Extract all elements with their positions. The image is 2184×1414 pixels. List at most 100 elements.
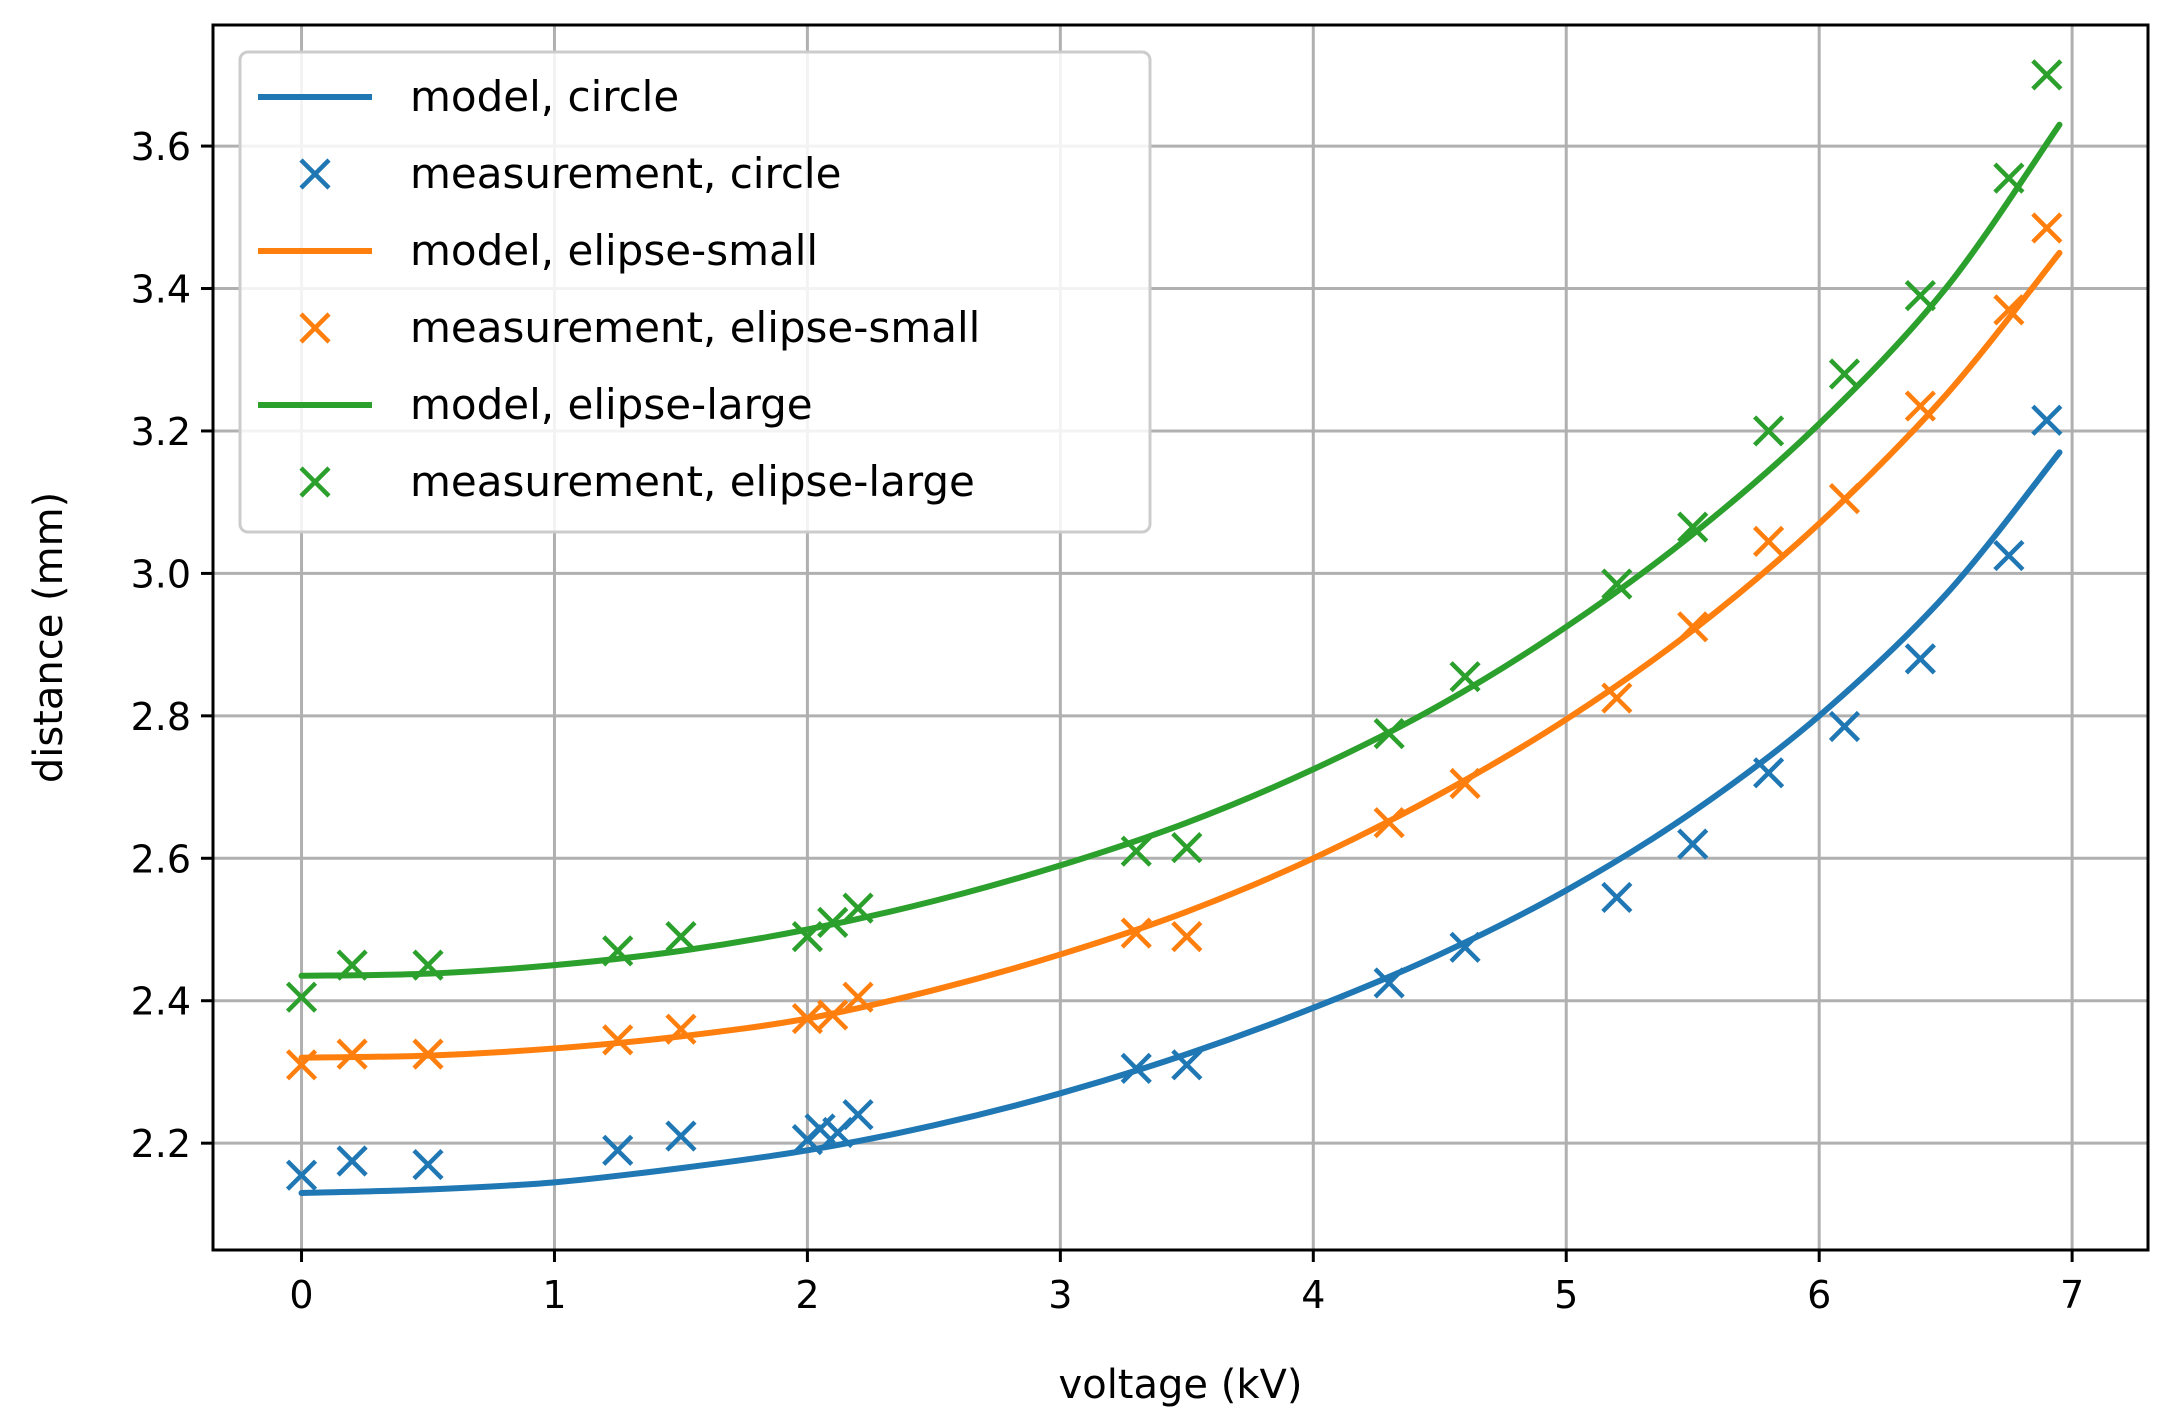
data-point-measurement-circle-stroke-b xyxy=(1373,967,1405,999)
data-point-measurement-elipse-large-stroke-b xyxy=(842,892,874,924)
data-point-measurement-circle-stroke-b xyxy=(1828,710,1861,743)
data-point-measurement-elipse-large-stroke-b xyxy=(1171,832,1203,864)
y-tick-label: 3.2 xyxy=(131,410,191,454)
legend-marker-swatch-stroke-b xyxy=(299,466,331,498)
y-tick-label: 2.6 xyxy=(131,837,191,881)
data-point-measurement-elipse-small xyxy=(1828,483,1861,515)
data-point-measurement-circle-stroke-b xyxy=(1171,1049,1203,1081)
data-point-measurement-circle xyxy=(412,1148,444,1181)
data-point-measurement-elipse-large-stroke-b xyxy=(285,981,318,1013)
data-point-measurement-circle xyxy=(1449,931,1481,963)
x-axis-label: voltage (kV) xyxy=(1059,1362,1303,1408)
axes-frame xyxy=(211,23,2150,1252)
data-point-measurement-elipse-small-stroke-b xyxy=(665,1013,697,1045)
data-point-measurement-elipse-large-stroke-b xyxy=(1677,511,1709,543)
legend-marker-swatch-stroke-b xyxy=(299,158,331,190)
data-point-measurement-circle xyxy=(1677,828,1709,860)
data-point-measurement-circle xyxy=(1120,1052,1152,1084)
data-point-measurement-elipse-small-stroke-b xyxy=(842,981,874,1013)
data-point-measurement-circle xyxy=(1373,967,1405,999)
data-point-measurement-circle-stroke-b xyxy=(665,1120,697,1152)
data-point-measurement-elipse-large xyxy=(602,935,634,967)
data-point-measurement-elipse-small-stroke-b xyxy=(1904,390,1936,422)
data-point-measurement-elipse-large-stroke-b xyxy=(665,921,697,953)
data-point-measurement-circle-stroke-b xyxy=(412,1148,444,1181)
data-point-measurement-elipse-large-stroke-b xyxy=(1752,415,1785,447)
legend-label: model, circle xyxy=(410,72,679,121)
legend-item-measurement-elipse-small: measurement, elipse-small xyxy=(299,303,980,352)
data-point-measurement-elipse-large-stroke-b xyxy=(2031,59,2063,91)
legend-item-model-elipse-large: model, elipse-large xyxy=(258,380,813,429)
data-point-measurement-elipse-large xyxy=(817,906,849,938)
data-point-measurement-circle-stroke-b xyxy=(1601,881,1633,914)
legend-label: model, elipse-large xyxy=(410,380,813,429)
data-point-measurement-circle-stroke-b xyxy=(1449,931,1481,963)
y-tick-label: 3.6 xyxy=(131,125,191,169)
data-point-measurement-circle-stroke-b xyxy=(1120,1052,1152,1084)
data-point-measurement-elipse-small xyxy=(842,981,874,1013)
y-tick-label: 3.4 xyxy=(131,268,191,312)
y-tick-label: 2.8 xyxy=(131,695,191,739)
legend-label: measurement, elipse-small xyxy=(410,303,980,352)
series-measurement-circle xyxy=(285,404,2063,1191)
data-point-measurement-elipse-large-stroke-b xyxy=(1601,568,1633,600)
y-tick-label: 3.0 xyxy=(131,552,191,596)
legend-label: measurement, elipse-large xyxy=(410,457,975,506)
data-point-measurement-elipse-small xyxy=(1449,767,1481,800)
legend-item-model-circle: model, circle xyxy=(258,72,679,121)
data-point-measurement-elipse-small xyxy=(1677,611,1709,643)
data-point-measurement-elipse-small xyxy=(665,1013,697,1045)
x-tick-label: 4 xyxy=(1301,1273,1325,1317)
data-point-measurement-elipse-large xyxy=(1601,568,1633,600)
x-tick-label: 5 xyxy=(1554,1273,1578,1317)
data-point-measurement-elipse-large-stroke-b xyxy=(1449,661,1481,693)
legend-label: model, elipse-small xyxy=(410,226,818,275)
data-point-measurement-circle-stroke-b xyxy=(336,1145,368,1177)
x-tick-label: 2 xyxy=(795,1273,819,1317)
data-point-measurement-circle-stroke-b xyxy=(285,1159,318,1191)
data-point-measurement-elipse-large xyxy=(665,921,697,953)
data-point-measurement-elipse-large-stroke-b xyxy=(1904,280,1936,312)
data-point-measurement-elipse-small xyxy=(2031,212,2063,244)
data-point-measurement-elipse-small-stroke-b xyxy=(412,1038,444,1070)
data-point-measurement-circle-stroke-b xyxy=(1677,828,1709,860)
data-point-measurement-elipse-small xyxy=(602,1024,634,1056)
data-point-measurement-elipse-large xyxy=(842,892,874,924)
x-tick-label: 7 xyxy=(2060,1273,2084,1317)
data-point-measurement-elipse-large xyxy=(412,949,444,981)
legend-marker-swatch xyxy=(299,158,331,190)
data-point-measurement-elipse-large xyxy=(336,949,368,981)
data-point-measurement-elipse-large-stroke-b xyxy=(1993,162,2025,194)
data-point-measurement-elipse-small xyxy=(1120,917,1152,949)
data-point-measurement-elipse-small-stroke-b xyxy=(602,1024,634,1056)
data-point-measurement-elipse-large xyxy=(285,981,318,1013)
series-model-elipse-small xyxy=(298,249,2063,1061)
x-tick-label: 0 xyxy=(289,1273,313,1317)
data-point-measurement-elipse-small-stroke-b xyxy=(1993,294,2025,326)
data-point-measurement-elipse-small-stroke-b xyxy=(336,1038,368,1070)
data-point-measurement-elipse-large-stroke-b xyxy=(1373,718,1405,750)
legend-marker-swatch xyxy=(299,312,331,344)
data-point-measurement-circle xyxy=(1904,643,1936,675)
legend-label: measurement, circle xyxy=(410,149,841,198)
data-point-measurement-elipse-large-stroke-b xyxy=(1120,835,1152,867)
x-tick-label: 1 xyxy=(542,1273,566,1317)
legend-item-measurement-elipse-large: measurement, elipse-large xyxy=(299,457,975,506)
data-point-measurement-elipse-large-stroke-b xyxy=(817,906,849,938)
data-point-measurement-circle xyxy=(285,1159,318,1191)
data-point-measurement-elipse-large xyxy=(1373,718,1405,750)
data-point-measurement-circle xyxy=(665,1120,697,1152)
data-point-measurement-elipse-small-stroke-b xyxy=(1601,682,1633,714)
data-point-measurement-circle-stroke-b xyxy=(1904,643,1936,675)
data-point-measurement-elipse-small xyxy=(412,1038,444,1070)
data-point-measurement-elipse-small xyxy=(1601,682,1633,714)
data-point-measurement-circle xyxy=(336,1145,368,1177)
data-point-measurement-elipse-small-stroke-b xyxy=(1828,483,1861,515)
data-point-measurement-circle xyxy=(1993,540,2025,572)
legend-marker-swatch-stroke-b xyxy=(299,312,331,344)
y-tick-label: 2.4 xyxy=(131,980,191,1024)
y-axis-label: distance (mm) xyxy=(26,492,72,783)
data-point-measurement-elipse-large-stroke-b xyxy=(1828,358,1861,390)
data-point-measurement-elipse-small xyxy=(1904,390,1936,422)
data-point-measurement-circle-stroke-b xyxy=(842,1099,874,1131)
